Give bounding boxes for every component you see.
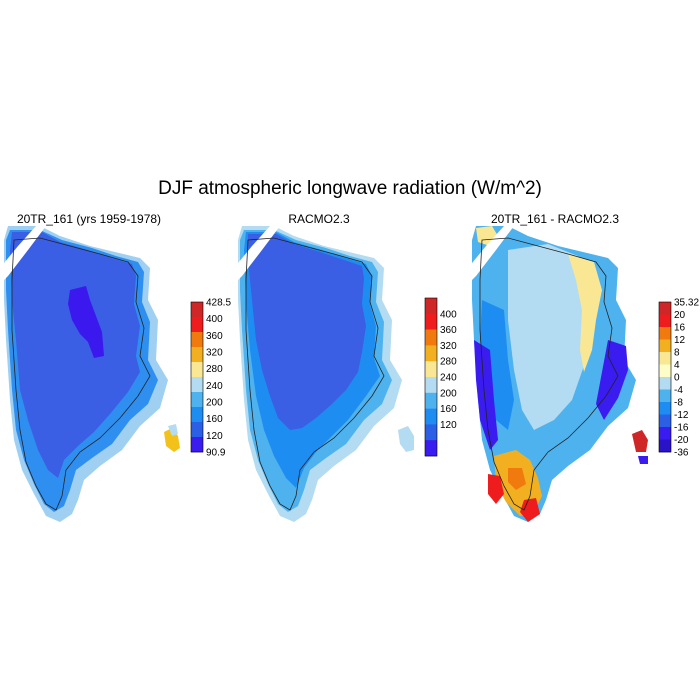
colorbar-swatch [425,313,437,330]
colorbar-label: 8 [674,348,680,359]
colorbar-label: 360 [440,325,457,336]
colorbar-label: 280 [206,364,223,375]
colorbar-label: 20 [674,310,686,321]
colorbar-label: 320 [206,348,223,359]
colorbar-label: 0 [674,373,680,384]
greenland-field-model [0,226,180,522]
colorbar-label: 240 [440,373,457,384]
colorbar-label: 400 [206,314,223,325]
colorbar-label: 35.32 [674,298,699,309]
colorbar-label: -8 [674,398,683,409]
colorbar-swatch [425,440,437,457]
colorbar-label: 200 [206,398,223,409]
colorbar-label: 320 [440,341,457,352]
colorbar-swatch [191,347,203,363]
colorbar-label: 200 [440,388,457,399]
colorbar-swatch [191,437,203,453]
colorbar-swatch [659,327,671,340]
colorbar-swatch [659,427,671,440]
colorbar-swatch [659,339,671,353]
colorbar-label: 400 [440,309,457,320]
colorbar-swatch [191,317,203,333]
colorbar-swatch [659,314,671,328]
colorbar-label: 120 [206,431,223,442]
colorbar-label: 160 [440,404,457,415]
colorbar-swatch [659,352,671,365]
colorbar-label: 428.5 [206,298,231,309]
colorbar-label: -4 [674,385,683,396]
colorbar-label: 4 [674,360,680,371]
colorbar-label: 280 [440,357,457,368]
colorbar-frame [424,297,438,457]
colorbar-swatch [659,389,671,403]
colorbar-swatch [425,392,437,409]
colorbar-label: -20 [674,435,689,446]
greenland-field-diff [468,226,648,522]
colorbar-label: -12 [674,410,689,421]
colorbar-swatch [425,345,437,362]
colorbar-swatch [191,377,203,393]
panel-title-racmo: RACMO2.3 [288,212,350,226]
panel-title-model: 20TR_161 (yrs 1959-1978) [16,212,162,226]
colorbar-label: -36 [674,448,689,459]
colorbar-swatch [191,332,203,348]
panel-title-diff: 20TR_161 - RACMO2.3 [490,212,620,226]
greenland-field-racmo [234,226,414,522]
colorbar-swatch [659,402,671,415]
colorbar-swatch [191,407,203,423]
colorbar-swatch [659,414,671,428]
colorbar-swatch [659,439,671,453]
colorbar-label: 360 [206,331,223,342]
colorbar-swatch [425,408,437,425]
colorbar-swatch [191,362,203,378]
colorbar-swatch [425,424,437,441]
colorbar-swatch [425,361,437,378]
colorbar-label: 12 [674,335,686,346]
colorbar-swatch [191,302,203,318]
colorbar-swatch [425,329,437,346]
colorbar-swatch [659,364,671,378]
colorbar-swatch [659,377,671,390]
colorbar-label: 160 [206,414,223,425]
colorbar-label: 120 [440,420,457,431]
colorbar-label: -16 [674,423,689,434]
colorbar-swatch [191,392,203,408]
colorbar-swatch [425,298,437,315]
colorbar-swatch [659,302,671,315]
colorbar-label: 90.9 [206,448,226,459]
colorbar-frame [190,301,204,453]
colorbar-label: 240 [206,381,223,392]
colorbar-swatch [191,422,203,438]
colorbar-frame [658,301,672,453]
figure-title: DJF atmospheric longwave radiation (W/m^… [158,178,542,199]
colorbar-label: 16 [674,323,686,334]
colorbar-swatch [425,377,437,394]
